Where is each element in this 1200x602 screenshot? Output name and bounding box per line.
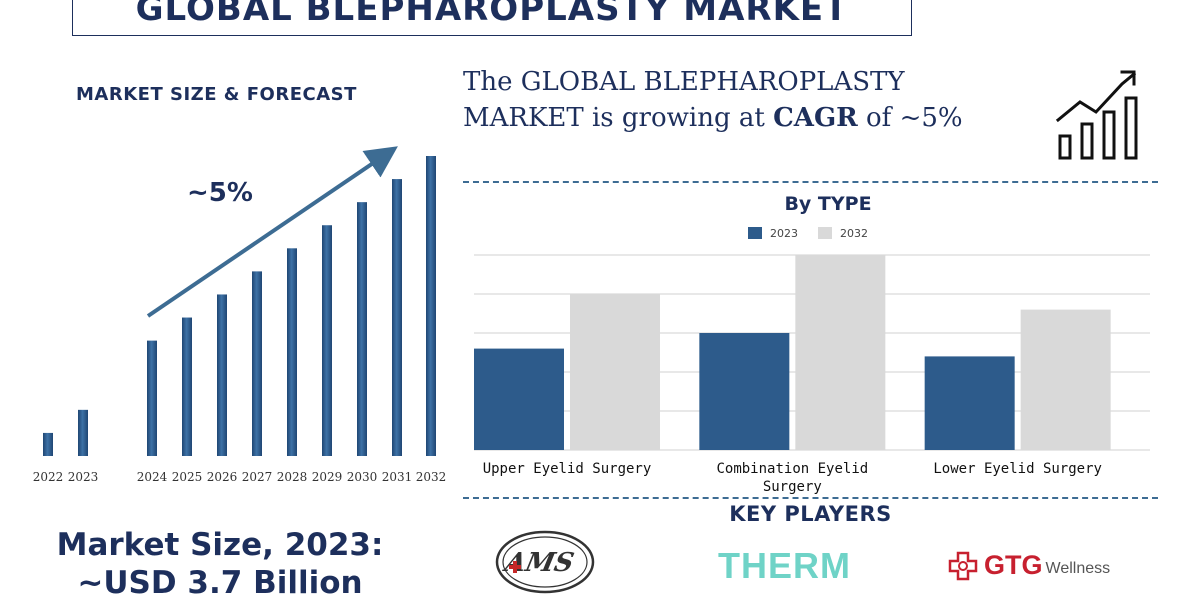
type-category-label: Lower Eyelid Surgery [933, 461, 1102, 477]
legend-label: 2032 [840, 227, 868, 240]
type-bar-2032 [795, 255, 886, 450]
forecast-bar [182, 317, 192, 456]
by-type-title: By TYPE [784, 193, 871, 215]
forecast-x-tick-label: 2024 [137, 470, 168, 484]
growth-arrow [146, 146, 398, 318]
market-size-line1: Market Size, 2023: [56, 527, 384, 563]
forecast-x-tick-label: 2028 [277, 470, 308, 484]
page-title: GLOBAL BLEPHAROPLASTY MARKET [135, 0, 849, 29]
forecast-bar [147, 340, 157, 456]
forecast-x-tick-label: 2026 [207, 470, 238, 484]
headline-cagr: CAGR [773, 103, 858, 133]
forecast-bar [78, 409, 88, 456]
forecast-bar [287, 248, 297, 456]
forecast-bar [217, 294, 227, 456]
forecast-x-tick-label: 2032 [416, 470, 447, 484]
forecast-bar [252, 271, 262, 456]
forecast-heading: MARKET SIZE & FORECAST [76, 84, 357, 105]
market-size-caption: Market Size, 2023: ~USD 3.7 Billion [40, 526, 400, 602]
by-type-bar-chart: By TYPE 2023 2032 Upper Eyelid Surgery Combi… [474, 193, 1150, 495]
gtg-cross-icon [948, 551, 978, 580]
forecast-x-tick-label: 2029 [312, 470, 343, 484]
forecast-x-tick-label: 2025 [172, 470, 203, 484]
forecast-bar [426, 156, 436, 456]
headline-line1: The GLOBAL BLEPHAROPLASTY [463, 67, 905, 97]
type-category-label: Combination Eyelid [716, 461, 868, 477]
type-category-label: Upper Eyelid Surgery [483, 461, 652, 477]
forecast-bar-chart: 2022 2023 2024 2025 2026 2027 2028 2029 2030 2031… [33, 146, 447, 484]
forecast-x-tick-label: 2027 [242, 470, 273, 484]
headline-text: MARKET is growing at [463, 103, 774, 133]
growth-rate-label: ~5% [187, 178, 253, 208]
therm-logo: THERM [718, 545, 851, 586]
forecast-x-tick-label: 2023 [68, 470, 99, 484]
forecast-x-tick-label: 2030 [347, 470, 378, 484]
headline-rate: of ~5% [857, 103, 963, 133]
title-banner: GLOBAL BLEPHAROPLASTY MARKET [72, 0, 912, 36]
gtg-wellness-logo: GTG Wellness [948, 550, 1110, 581]
type-bar-2023 [699, 333, 790, 450]
type-bar-2023 [474, 348, 564, 450]
key-players-title: KEY PLAYERS [729, 502, 892, 526]
headline-line2: MARKET is growing at CAGR of ~5% [463, 100, 963, 136]
cagr-headline: The GLOBAL BLEPHAROPLASTY MARKET is grow… [463, 64, 963, 136]
forecast-bar [357, 202, 367, 456]
ams-logo-text: AMS [500, 547, 577, 578]
forecast-bar [392, 179, 402, 457]
type-bar-2023 [924, 356, 1015, 450]
section-divider-bottom [463, 497, 1158, 499]
forecast-bar [43, 432, 53, 456]
forecast-x-tick-label: 2022 [33, 470, 64, 484]
growth-chart-icon [1055, 70, 1138, 160]
type-category-label: Surgery [763, 479, 822, 495]
type-bar-2032 [570, 294, 660, 450]
section-divider-top [463, 181, 1158, 183]
legend-swatch [818, 227, 832, 239]
forecast-bar [322, 225, 332, 456]
type-bar-2032 [1020, 309, 1111, 450]
ams-logo: AMS [495, 530, 595, 594]
gtg-logo-text: GTG [984, 550, 1043, 580]
legend-label: 2023 [770, 227, 798, 240]
forecast-x-tick-label: 2031 [382, 470, 413, 484]
market-size-line2: ~USD 3.7 Billion [77, 565, 363, 601]
legend-swatch [748, 227, 762, 239]
gtg-logo-subtext: Wellness [1045, 559, 1111, 577]
